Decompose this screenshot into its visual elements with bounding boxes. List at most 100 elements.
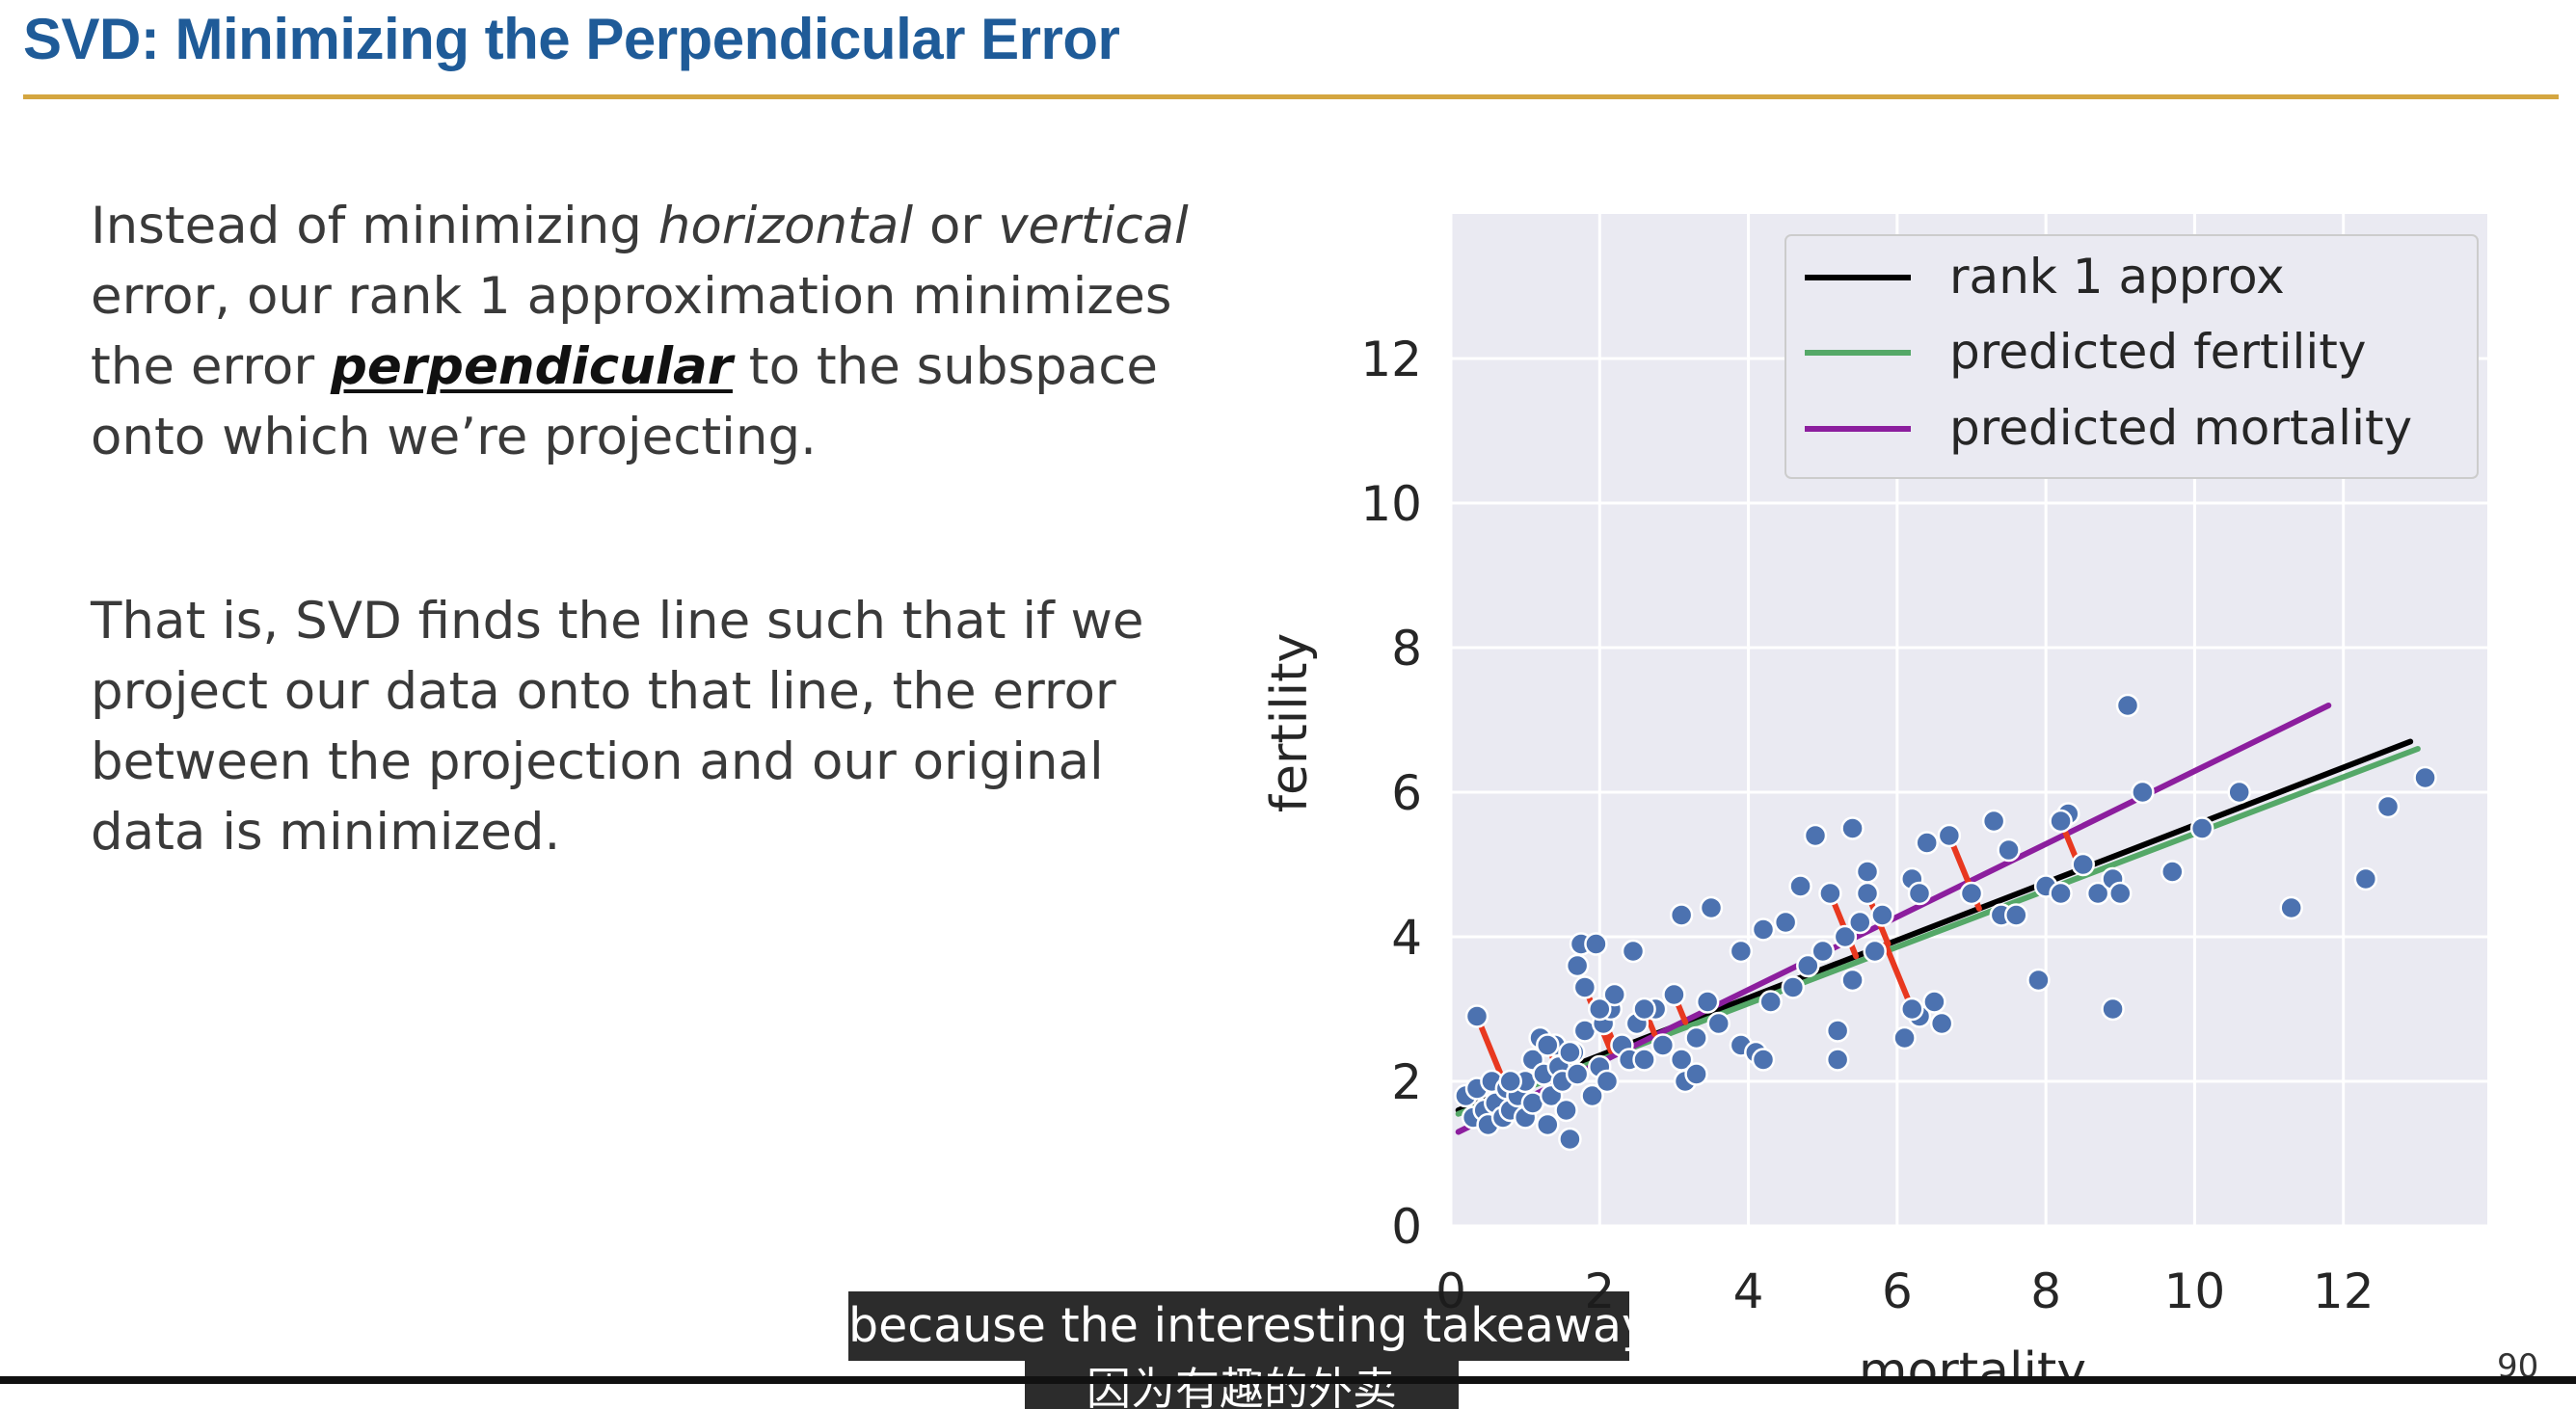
scatter-point — [1840, 816, 1865, 840]
x-tick-label: 6 — [1882, 1263, 1913, 1319]
video-subtitle-translation: 因为有趣的外卖 — [1025, 1361, 1459, 1409]
scatter-point — [1788, 874, 1812, 898]
vertical-emphasis: vertical — [998, 197, 1189, 255]
y-tick-label: 6 — [1391, 765, 1422, 821]
scatter-point — [1907, 881, 1932, 906]
scatter-point — [1922, 990, 1946, 1014]
scatter-point — [1498, 1069, 1522, 1094]
y-tick-labels: 0 2 4 6 8 10 12 — [1360, 332, 1422, 1255]
scatter-point — [1650, 1033, 1676, 1057]
scatter-point — [1751, 917, 1776, 942]
scatter-point — [1892, 1025, 1917, 1050]
title-divider — [23, 94, 2559, 99]
scatter-point — [1695, 990, 1720, 1014]
scatter-point — [1558, 1040, 1582, 1065]
scatter-point — [2279, 895, 2303, 920]
scatter-point — [2101, 997, 2125, 1022]
scatter-point — [1997, 837, 2021, 863]
scatter-point — [1669, 903, 1694, 927]
scatter-point — [1751, 1048, 1776, 1072]
paragraph-1-text-b: or — [913, 197, 999, 255]
scatter-point — [1863, 939, 1887, 964]
scatter-point — [1803, 823, 1828, 848]
y-tick-label: 10 — [1360, 476, 1422, 532]
scatter-point — [1937, 823, 1962, 848]
legend-label-rank1: rank 1 approx — [1949, 249, 2285, 305]
x-tick-label: 8 — [2030, 1263, 2061, 1319]
y-tick-label: 12 — [1360, 332, 1422, 387]
scatter-point — [1870, 903, 1894, 927]
scatter-point — [1580, 1083, 1604, 1108]
scatter-point — [1621, 939, 1646, 964]
legend-label-predicted-mortality: predicted mortality — [1949, 400, 2412, 456]
legend-label-predicted-fertility: predicted fertility — [1949, 324, 2366, 380]
scatter-point — [1758, 990, 1783, 1014]
legend-frame — [1784, 234, 2479, 479]
scatter-point — [1855, 881, 1880, 906]
scatter-point — [1796, 953, 1820, 978]
y-tick-label: 8 — [1391, 621, 1422, 677]
scatter-point — [1536, 1112, 1560, 1137]
scatter-point — [2071, 852, 2095, 877]
y-tick-label: 2 — [1391, 1054, 1422, 1110]
scatter-point — [1855, 860, 1880, 884]
scatter-point — [1584, 932, 1608, 956]
scatter-point — [2049, 881, 2073, 906]
scatter-point — [1929, 1011, 1954, 1036]
scatter-point — [1588, 997, 1612, 1022]
scatter-point — [2108, 881, 2133, 906]
scatter-point — [1811, 939, 1835, 964]
scatter-point — [1900, 997, 1924, 1022]
scatter-point — [2413, 765, 2437, 790]
x-tick-label: 10 — [2164, 1263, 2226, 1319]
scatter-point — [1554, 1098, 1578, 1123]
perpendicular-emphasis: perpendicular — [330, 337, 733, 396]
scatter-point — [1464, 1004, 1489, 1028]
scatter-point — [1684, 1062, 1708, 1086]
y-tick-label: 0 — [1391, 1199, 1422, 1255]
scatter-point — [1981, 809, 2006, 834]
data-points — [1454, 693, 2437, 1152]
scatter-point — [2004, 903, 2028, 927]
paragraph-1-text-c: error, our rank 1 approximation minimize… — [91, 267, 1172, 396]
scatter-point — [1662, 982, 1686, 1007]
scatter-point — [1684, 1025, 1708, 1050]
paragraph-svd-explanation: That is, SVD finds the line such that if… — [91, 592, 1144, 862]
x-axis-label: mortality — [1859, 1343, 2086, 1378]
paragraph-1-text-a: Instead of minimizing — [91, 197, 658, 255]
scatter-point — [1959, 881, 1984, 906]
x-tick-label: 4 — [1733, 1263, 1764, 1319]
scatter-point — [2026, 968, 2051, 993]
paragraph-perpendicular-error: Instead of minimizing horizontal or vert… — [91, 191, 1209, 472]
scatter-point — [1833, 924, 1858, 949]
y-tick-label: 4 — [1391, 910, 1422, 966]
scatter-point — [2160, 860, 2185, 884]
scatter-point — [1848, 910, 1872, 935]
scatter-point — [2049, 809, 2073, 834]
x-tick-label: 12 — [2313, 1263, 2375, 1319]
scatter-point — [1632, 997, 1656, 1022]
scatter-point — [1602, 982, 1626, 1007]
scatter-point — [1572, 975, 1597, 999]
scatter-point — [1825, 1048, 1850, 1072]
scatter-point — [2375, 794, 2401, 819]
scatter-point — [1565, 953, 1590, 978]
scatter-point — [2131, 780, 2155, 805]
scatter-point — [1632, 1048, 1656, 1072]
paragraph-1-text-d: to the subspace onto which we’re project… — [91, 337, 1159, 466]
scatter-point — [1825, 1019, 1850, 1043]
scatter-point — [1536, 1033, 1560, 1057]
video-subtitle: because the interesting takeaway, — [848, 1291, 1665, 1361]
scatter-point — [1840, 968, 1865, 993]
scatter-point — [1729, 939, 1754, 964]
scatter-point — [1818, 881, 1842, 906]
scatter-point — [1781, 975, 1806, 999]
y-axis-label: fertility — [1261, 633, 1319, 813]
scatter-point — [1773, 910, 1798, 935]
horizontal-emphasis: horizontal — [657, 197, 914, 255]
scatter-point — [1699, 895, 1724, 920]
scatter-point — [2353, 866, 2378, 891]
legend: rank 1 approx predicted fertility predic… — [1784, 234, 2479, 479]
scatter-point — [1565, 1062, 1590, 1086]
